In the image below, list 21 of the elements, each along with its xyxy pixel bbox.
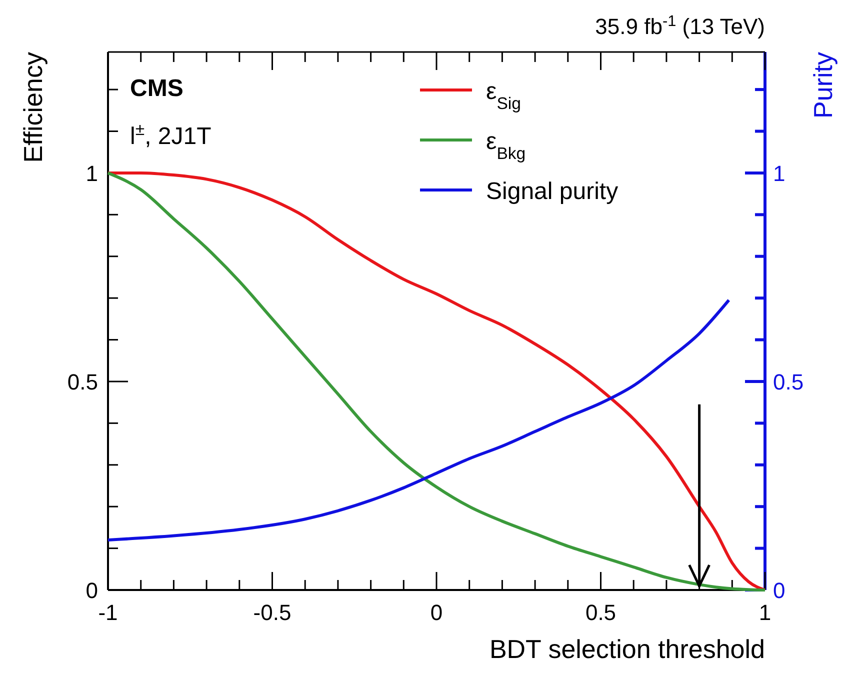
x-axis-title: BDT selection threshold: [489, 634, 765, 664]
y2-tick-label: 0: [773, 578, 786, 603]
x-tick-label: 0.5: [585, 600, 616, 625]
x-tick-label: 1: [758, 600, 772, 625]
y-axis-title: Efficiency: [18, 52, 48, 163]
y-tick-label: 0.5: [67, 369, 98, 394]
x-tick-label: -1: [98, 600, 118, 625]
x-tick-label: 0: [430, 600, 443, 625]
annotation: l$^{±}$, 2J1T: [130, 120, 212, 150]
legend-label: ε$_{Sig}$: [486, 78, 521, 112]
legend-label: Signal purity: [486, 178, 618, 205]
y-tick-label: 0: [86, 578, 98, 603]
x-tick-label: -0.5: [253, 600, 292, 625]
y-tick-label: 1: [86, 160, 98, 186]
y2-axis-title: Purity: [808, 52, 838, 118]
line-series: [106, 298, 730, 542]
y2-tick-label: 1: [773, 160, 786, 186]
legend-label: ε$_{Bkg}$: [486, 128, 526, 162]
annotation: CMS: [130, 75, 184, 102]
y2-tick-label: 0.5: [773, 369, 804, 394]
chart-title: 35.9 fb$^{-1}$ (13 TeV): [595, 12, 765, 39]
